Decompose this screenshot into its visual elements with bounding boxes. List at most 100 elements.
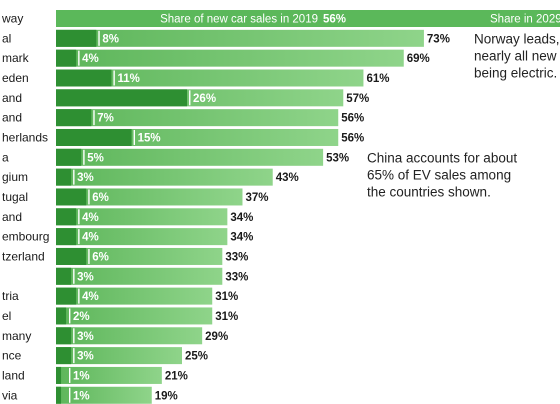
bar-row: tzerland 6% 33% (2, 247, 248, 265)
bar-2029 (56, 228, 228, 246)
bar-row: and 7% 56% (2, 109, 364, 127)
category-label: tzerland (2, 249, 45, 263)
bar-2029 (56, 366, 162, 384)
category-label: tugal (2, 190, 28, 204)
bar-row: tugal 6% 37% (2, 188, 269, 206)
category-label: mark (2, 51, 30, 65)
category-label: embourg (2, 230, 49, 244)
annotation-line: the countries shown. (367, 184, 491, 199)
bar-2019-value-label: 2% (73, 311, 90, 323)
bar-2029-value-label: 25% (185, 351, 208, 363)
category-label: via (2, 388, 18, 402)
bar-separator (73, 268, 75, 284)
bar-2019-value-label: 4% (82, 291, 99, 303)
bar-row: and 26% 57% (2, 89, 369, 107)
bar-2029-value-label: 69% (407, 53, 430, 65)
category-label: el (2, 309, 11, 323)
bar-row: via 1% 19% (2, 386, 178, 404)
bar-separator (78, 50, 80, 66)
bar-separator (88, 189, 90, 205)
bar-2029 (56, 49, 404, 67)
bar-row: tria 4% 31% (2, 287, 238, 305)
bar-2019 (56, 208, 77, 226)
bar-separator (133, 129, 135, 145)
bar-2029-value-label: 34% (230, 232, 253, 244)
category-label: way (1, 12, 23, 26)
bar-2019 (56, 247, 87, 265)
bar-2019 (56, 287, 77, 305)
bar-separator (98, 30, 100, 46)
bar-separator (88, 248, 90, 264)
bar-2019-value-label: 15% (138, 132, 161, 144)
category-label: land (2, 368, 25, 382)
bar-2019-value-label: 5% (87, 152, 104, 164)
category-label: and (2, 210, 22, 224)
annotations: Norway leads, nearly all new being electri… (367, 31, 560, 199)
annotation: Norway leads, nearly all new being electri… (474, 31, 560, 80)
bar-2019-value-label: 6% (92, 192, 109, 204)
annotation-line: Norway leads, (474, 31, 560, 46)
bar-2029-value-label: 73% (427, 33, 450, 45)
bar-2029 (56, 347, 182, 365)
category-label: eden (2, 71, 29, 85)
category-label: al (2, 31, 11, 45)
bar-2029 (56, 69, 364, 87)
bar-2019-value-label: 4% (82, 212, 99, 224)
bar-2029-value-label: 33% (225, 251, 248, 263)
bar-2029-value-label: 53% (326, 152, 349, 164)
category-label: gium (2, 170, 28, 184)
category-label: herlands (2, 130, 48, 144)
bar-2029-value-label: 37% (245, 192, 268, 204)
bar-2029 (56, 188, 243, 206)
bar-row: a 5% 53% (2, 148, 349, 166)
bar-separator (189, 90, 191, 106)
series-label-2019: Share of new car sales in 2019 (160, 14, 318, 26)
bar-2029 (56, 29, 424, 47)
bar-2019-value-label: 4% (82, 53, 99, 65)
bar-separator (78, 209, 80, 225)
bar-2029 (56, 10, 560, 27)
category-label: tria (2, 289, 19, 303)
bar-2029 (56, 208, 228, 226)
bar-2019-value-label: 11% (117, 73, 139, 85)
bar-row: el 2% 31% (2, 307, 238, 325)
bar-row: eden 11% 61% (2, 69, 389, 87)
bar-2019 (56, 188, 87, 206)
bar-2019-value-label: 6% (92, 251, 109, 263)
bar-row: embourg 4% 34% (2, 228, 253, 246)
bar-2029-value-label: 31% (215, 291, 238, 303)
bar-2029-value-label: 34% (230, 212, 253, 224)
bar-separator (69, 387, 71, 403)
category-label: and (2, 111, 22, 125)
bar-separator (73, 328, 75, 344)
bar-2019-value-label: 56% (323, 14, 346, 26)
bar-2019 (56, 89, 188, 107)
bar-row: many 3% 29% (2, 327, 228, 345)
bar-2029 (56, 109, 339, 127)
bar-2019 (56, 307, 67, 325)
bar-2029-value-label: 21% (165, 370, 188, 382)
bar-2019-value-label: 3% (77, 172, 94, 184)
bar-2019 (56, 347, 72, 365)
bar-2019 (56, 228, 77, 246)
bar-separator (83, 149, 85, 165)
bar-2019 (56, 267, 72, 285)
bar-row: way Share of new car sales in 2019 56% Shar… (1, 10, 560, 27)
bar-row: mark 4% 69% (2, 49, 430, 67)
bar-2029 (56, 287, 213, 305)
bar-2019 (56, 327, 72, 345)
bar-2019 (56, 109, 92, 127)
category-label: nce (2, 349, 22, 363)
bar-2019-value-label: 1% (73, 390, 90, 402)
category-label: a (2, 150, 9, 164)
bar-2029-value-label: 19% (155, 390, 178, 402)
bar-2029-value-label: 57% (346, 93, 369, 105)
bar-separator (78, 229, 80, 245)
bar-2019 (56, 69, 112, 87)
annotation-line: China accounts for about (367, 150, 517, 165)
bar-separator (73, 348, 75, 364)
bar-2019-value-label: 3% (77, 351, 94, 363)
annotation: China accounts for about 65% of EV sales … (367, 150, 517, 199)
bar-2029-value-label: 56% (341, 132, 364, 144)
